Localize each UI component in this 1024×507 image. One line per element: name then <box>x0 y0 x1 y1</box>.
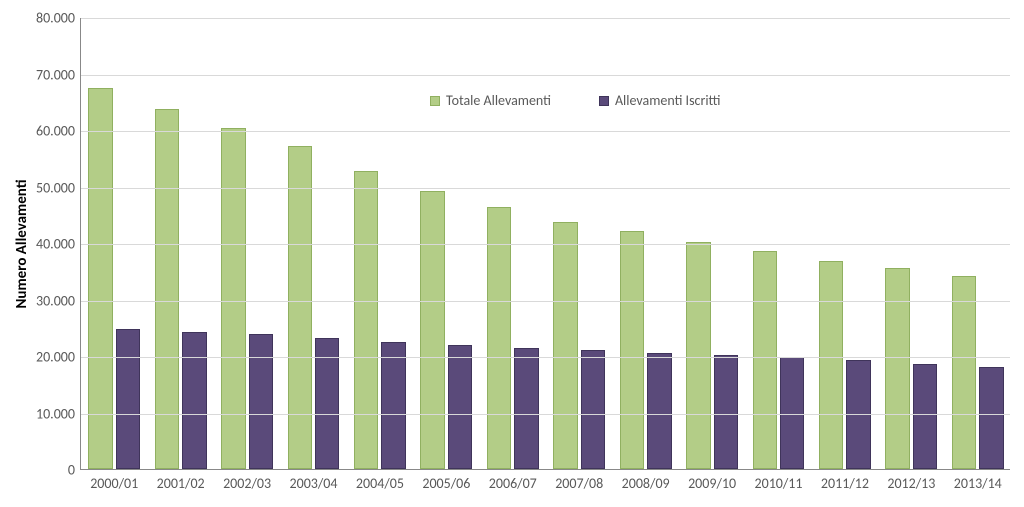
bar <box>182 332 206 469</box>
x-tick-label: 2011/12 <box>821 469 869 492</box>
x-tick-label: 2012/13 <box>887 469 935 492</box>
bar <box>221 128 245 469</box>
gridline <box>81 357 1010 358</box>
bar <box>381 342 405 469</box>
bar <box>249 334 273 469</box>
plot-area: 2000/012001/022002/032003/042004/052005/… <box>80 18 1010 470</box>
bar <box>952 276 976 469</box>
y-tick-label: 20.000 <box>36 349 81 366</box>
legend-item: Allevamenti Iscritti <box>599 92 721 109</box>
bar <box>753 251 777 469</box>
legend-label: Allevamenti Iscritti <box>615 92 721 109</box>
bar <box>885 268 909 469</box>
x-tick-label: 2000/01 <box>90 469 138 492</box>
gridline <box>81 188 1010 189</box>
y-axis-title: Numero Allevamenti <box>13 180 31 309</box>
gridline <box>81 244 1010 245</box>
x-tick-label: 2009/10 <box>688 469 736 492</box>
bar <box>581 350 605 469</box>
x-tick-label: 2006/07 <box>489 469 537 492</box>
bar <box>288 146 312 469</box>
bar <box>819 261 843 469</box>
x-tick-label: 2007/08 <box>555 469 603 492</box>
bar <box>448 345 472 469</box>
y-tick-label: 30.000 <box>36 292 81 309</box>
gridline <box>81 18 1010 19</box>
bar <box>116 329 140 469</box>
bar <box>88 88 112 469</box>
bar <box>420 191 444 469</box>
x-tick-label: 2001/02 <box>157 469 205 492</box>
x-tick-label: 2002/03 <box>223 469 271 492</box>
legend: Totale Allevamenti Allevamenti Iscritti <box>430 92 721 109</box>
bar <box>553 222 577 469</box>
x-tick-label: 2005/06 <box>422 469 470 492</box>
bar <box>714 355 738 469</box>
bar <box>514 348 538 469</box>
bar <box>686 242 710 469</box>
gridline <box>81 75 1010 76</box>
bar <box>647 353 671 469</box>
bar <box>155 109 179 469</box>
gridline <box>81 414 1010 415</box>
bar <box>913 364 937 469</box>
x-tick-label: 2008/09 <box>622 469 670 492</box>
x-tick-label: 2010/11 <box>755 469 803 492</box>
x-tick-label: 2003/04 <box>290 469 338 492</box>
x-tick-label: 2013/14 <box>954 469 1002 492</box>
y-tick-label: 70.000 <box>36 66 81 83</box>
gridline <box>81 131 1010 132</box>
bar <box>487 207 511 469</box>
y-tick-label: 80.000 <box>36 10 81 27</box>
gridline <box>81 301 1010 302</box>
bar <box>620 231 644 469</box>
legend-item: Totale Allevamenti <box>430 92 551 109</box>
bar <box>979 367 1003 469</box>
bar-chart: Numero Allevamenti 2000/012001/022002/03… <box>0 0 1024 507</box>
y-tick-label: 60.000 <box>36 123 81 140</box>
legend-swatch <box>430 96 440 106</box>
x-tick-label: 2004/05 <box>356 469 404 492</box>
y-tick-label: 50.000 <box>36 179 81 196</box>
y-tick-label: 40.000 <box>36 236 81 253</box>
legend-label: Totale Allevamenti <box>446 92 551 109</box>
legend-swatch <box>599 96 609 106</box>
bar <box>354 171 378 469</box>
y-tick-label: 0 <box>68 462 81 479</box>
y-tick-label: 10.000 <box>36 405 81 422</box>
